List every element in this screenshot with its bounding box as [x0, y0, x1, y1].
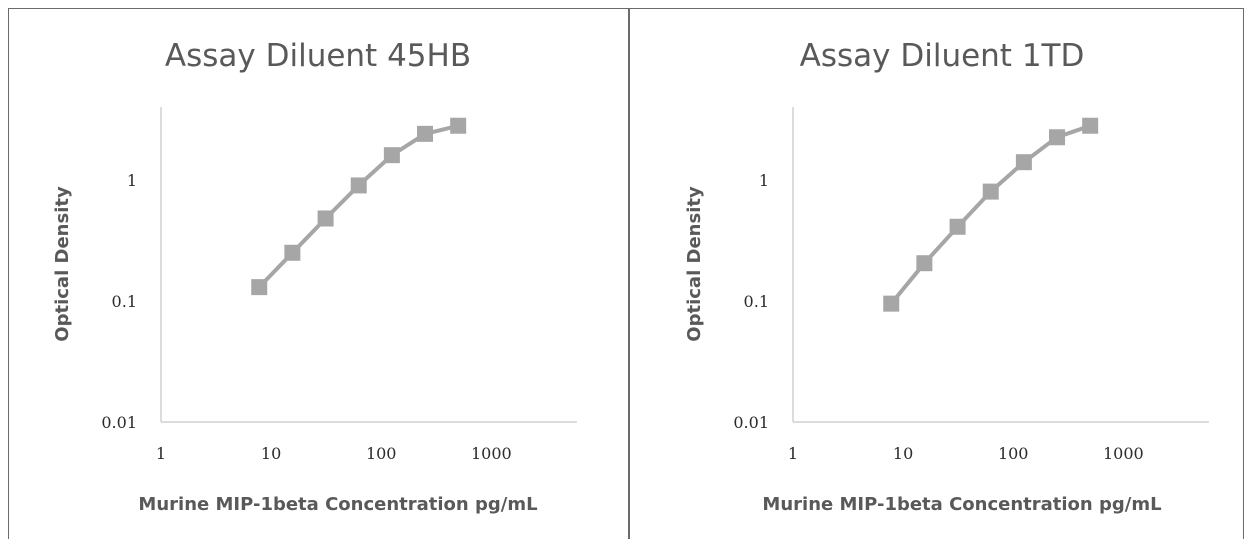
y-tick-label: 0.1: [112, 292, 137, 311]
y-axis-title: Optical Density: [52, 186, 73, 342]
y-axis-title: Optical Density: [684, 186, 705, 342]
x-tick-label: 10: [261, 444, 281, 463]
data-point: [251, 279, 268, 296]
data-point: [450, 117, 467, 134]
panel-divider: [628, 8, 630, 539]
x-tick-label: 100: [366, 444, 397, 463]
data-point: [1049, 129, 1066, 146]
x-tick-label: 100: [998, 444, 1029, 463]
tick-labels: 0.01 0.1 1 1 10 100 1000: [101, 171, 511, 463]
x-tick-label: 1: [156, 444, 166, 463]
data-point: [1015, 154, 1032, 171]
series-line: [889, 123, 1091, 305]
figure-frame: [8, 8, 1244, 539]
series-line: [257, 123, 459, 289]
x-tick-label: 10: [893, 444, 913, 463]
plot-area: [883, 117, 1099, 312]
x-axis-title: Murine MIP-1beta Concentration pg/mL: [762, 494, 1161, 515]
y-tick-label: 0.1: [744, 292, 769, 311]
data-point: [1082, 117, 1099, 134]
plot-area: [251, 117, 467, 296]
chart-assay-diluent-1td: Assay Diluent 1TD Optical Density Murine…: [684, 38, 1209, 515]
x-axis-title: Murine MIP-1beta Concentration pg/mL: [138, 494, 537, 515]
y-tick-label: 0.01: [101, 413, 137, 432]
chart-title: Assay Diluent 45HB: [165, 38, 471, 74]
y-tick-label: 1: [127, 171, 137, 190]
data-point: [284, 244, 301, 261]
data-point: [982, 183, 999, 200]
data-point: [317, 210, 334, 227]
data-point: [949, 218, 966, 235]
x-tick-label: 1000: [471, 444, 512, 463]
data-point: [383, 147, 400, 164]
data-point: [883, 295, 900, 312]
x-tick-label: 1: [788, 444, 798, 463]
y-tick-label: 0.01: [733, 413, 769, 432]
chart-title: Assay Diluent 1TD: [800, 38, 1085, 74]
data-point: [350, 177, 367, 194]
chart-assay-diluent-45hb: Assay Diluent 45HB Optical Density Murin…: [52, 38, 577, 515]
y-tick-label: 1: [759, 171, 769, 190]
data-point: [417, 125, 434, 142]
tick-labels: 0.01 0.1 1 1 10 100 1000: [733, 171, 1143, 463]
data-point: [916, 255, 933, 272]
x-tick-label: 1000: [1103, 444, 1144, 463]
